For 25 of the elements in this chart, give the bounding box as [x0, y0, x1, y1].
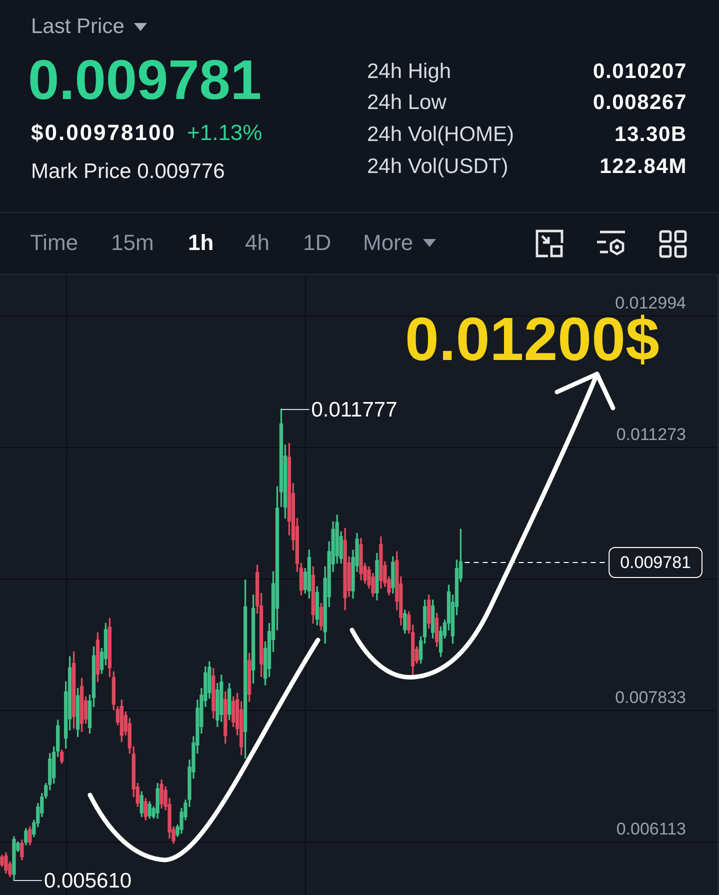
- text: 1D: [303, 230, 332, 256]
- text: Last Price: [31, 14, 124, 40]
- y-tick-label: 0.011273: [616, 425, 686, 444]
- text: 0.009781: [28, 47, 262, 114]
- text: Time: [30, 230, 78, 256]
- y-tick-label: 0.007833: [615, 688, 686, 708]
- annotation: 0.011777: [311, 398, 398, 422]
- text: 122.84M: [600, 154, 687, 180]
- text: 0.008267: [593, 90, 687, 116]
- text: +1.13%: [187, 120, 262, 146]
- y-tick-label: 0.006113: [616, 820, 686, 839]
- text: More: [363, 230, 414, 256]
- text: 24h Vol(USDT): [367, 154, 508, 180]
- text: 4h: [245, 230, 270, 256]
- ref-line-label: 0.009781: [620, 553, 691, 572]
- text: $0.00978100: [31, 120, 176, 146]
- text: 1h: [188, 230, 214, 256]
- text: 24h Low: [367, 90, 446, 116]
- text: Mark Price 0.009776: [31, 159, 225, 185]
- text: 24h Vol(HOME): [367, 122, 514, 148]
- text: 24h High: [367, 59, 452, 85]
- text: 13.30B: [614, 122, 687, 148]
- text: 0.010207: [593, 59, 687, 85]
- text: 15m: [111, 230, 154, 256]
- annotation: 0.005610: [44, 869, 132, 892]
